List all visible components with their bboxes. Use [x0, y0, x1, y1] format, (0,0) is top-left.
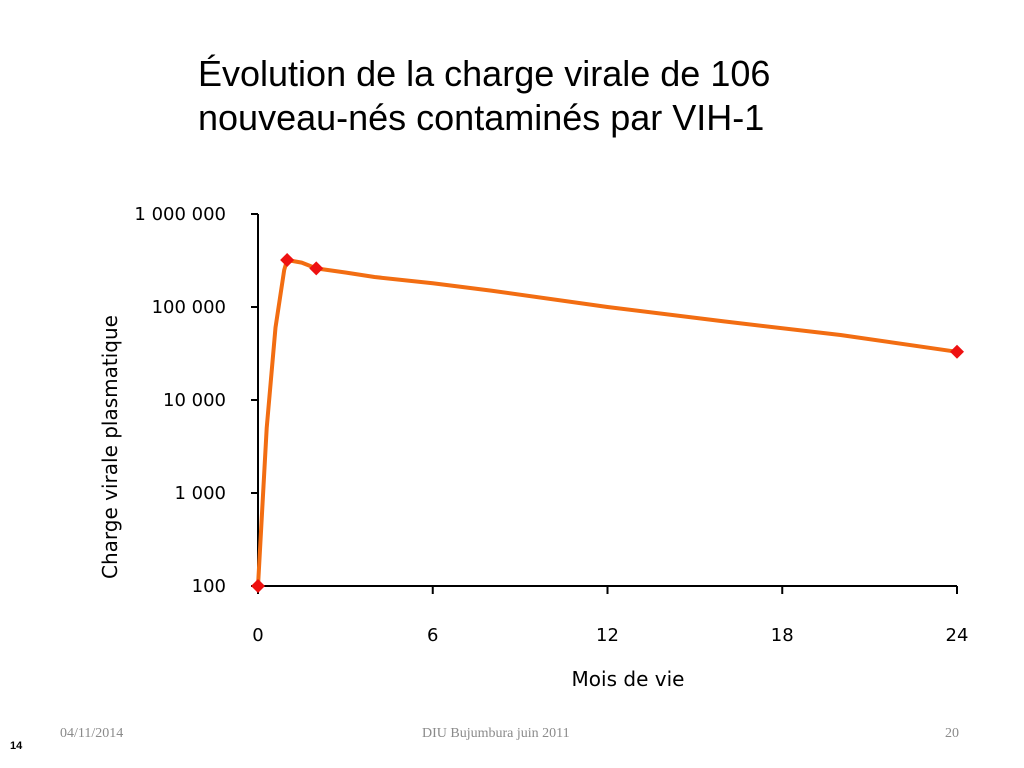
data-point-marker: [251, 579, 265, 593]
series-markers: [251, 253, 964, 593]
chart-axes: [251, 213, 958, 594]
x-axis-label: Mois de vie: [572, 667, 685, 691]
data-point-marker: [309, 261, 324, 276]
x-tick-label: 6: [427, 625, 438, 646]
y-tick-label: 10 000: [163, 390, 226, 411]
x-tick-label: 24: [946, 625, 969, 646]
title-line-2: nouveau-nés contaminés par VIH-1: [198, 97, 765, 138]
y-tick-labels: 100 1 000 10 000 100 000 1 000 000: [134, 204, 226, 597]
y-tick-label: 100 000: [152, 297, 226, 318]
footer-page-number: 20: [945, 726, 959, 741]
y-tick-label: 1 000 000: [134, 204, 226, 225]
slide-title: Évolution de la charge virale de 106 nou…: [198, 52, 918, 140]
x-tick-labels: 0 6 12 18 24: [252, 625, 968, 646]
x-tick-label: 0: [252, 625, 263, 646]
y-axis-label: Charge virale plasmatique: [98, 315, 122, 579]
x-tick-label: 18: [771, 625, 794, 646]
y-tick-label: 1 000: [174, 483, 226, 504]
series-line: [256, 258, 959, 588]
footer-date: 04/11/2014: [60, 726, 124, 741]
title-line-1: Évolution de la charge virale de 106: [198, 53, 771, 94]
x-tick-label: 12: [596, 625, 619, 646]
footer-center-text: DIU Bujumbura juin 2011: [422, 726, 570, 741]
slide-number: 14: [10, 740, 23, 752]
data-point-marker: [280, 253, 295, 268]
data-point-marker: [950, 344, 964, 359]
y-tick-label: 100: [192, 576, 226, 597]
